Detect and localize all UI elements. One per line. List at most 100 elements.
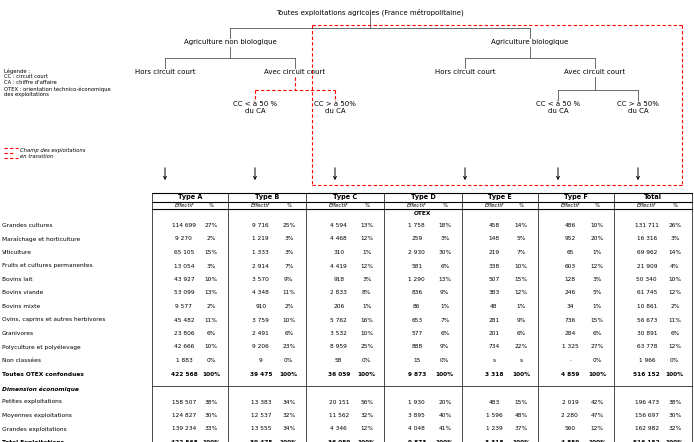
Text: 53 099: 53 099 (174, 290, 194, 296)
Text: 8%: 8% (362, 290, 371, 296)
Text: Effectif: Effectif (561, 203, 579, 208)
Text: 3%: 3% (440, 236, 450, 241)
Text: 7%: 7% (440, 317, 450, 323)
Text: 736: 736 (564, 317, 575, 323)
Text: 25%: 25% (360, 344, 373, 350)
Text: 20%: 20% (438, 400, 452, 404)
Text: 26%: 26% (668, 223, 682, 228)
Text: 12%: 12% (668, 290, 682, 296)
Text: 422 568: 422 568 (171, 371, 197, 377)
Text: 1 290: 1 290 (408, 277, 425, 282)
Text: CC > à 50%
du CA: CC > à 50% du CA (617, 101, 659, 114)
Text: 516 152: 516 152 (634, 440, 660, 442)
Text: 5 762: 5 762 (330, 317, 347, 323)
Text: 1%: 1% (593, 250, 602, 255)
Text: 32%: 32% (668, 427, 682, 431)
Text: 15%: 15% (515, 400, 528, 404)
Text: 1 333: 1 333 (253, 250, 269, 255)
Text: 9 873: 9 873 (407, 440, 426, 442)
Text: 6%: 6% (284, 331, 294, 336)
Text: Toutes OTEX confondues: Toutes OTEX confondues (2, 371, 84, 377)
Text: 9 270: 9 270 (176, 236, 192, 241)
Text: 10%: 10% (668, 277, 682, 282)
Text: Effectif: Effectif (251, 203, 270, 208)
Text: 65 105: 65 105 (174, 250, 194, 255)
Text: CC < à 50 %
du CA: CC < à 50 % du CA (233, 101, 277, 114)
Text: 114 699: 114 699 (172, 223, 196, 228)
Text: %: % (595, 203, 600, 208)
Text: Grandes cultures: Grandes cultures (2, 223, 53, 228)
Text: 12%: 12% (360, 236, 373, 241)
Text: %: % (287, 203, 291, 208)
Text: 201: 201 (489, 331, 500, 336)
Text: 1%: 1% (362, 250, 371, 255)
Text: 100%: 100% (512, 371, 530, 377)
Text: 284: 284 (564, 331, 575, 336)
Text: 10%: 10% (205, 277, 218, 282)
Text: 7%: 7% (516, 250, 526, 255)
Text: %: % (364, 203, 369, 208)
Text: 32%: 32% (360, 413, 373, 418)
Text: 6%: 6% (440, 263, 450, 268)
Text: 13 383: 13 383 (251, 400, 271, 404)
Text: 13%: 13% (205, 290, 218, 296)
Text: 9%: 9% (440, 290, 450, 296)
Text: 38%: 38% (668, 400, 682, 404)
Text: 41%: 41% (439, 427, 451, 431)
Text: 30%: 30% (668, 413, 682, 418)
Text: 100%: 100% (358, 440, 376, 442)
Text: 4 346: 4 346 (330, 427, 347, 431)
Text: 86: 86 (413, 304, 421, 309)
Text: 42%: 42% (591, 400, 604, 404)
Text: 5%: 5% (516, 236, 526, 241)
Text: Ovins, caprins et autres herbivores: Ovins, caprins et autres herbivores (2, 317, 105, 323)
Text: 3 318: 3 318 (484, 371, 503, 377)
Text: 918: 918 (333, 277, 344, 282)
Text: 6%: 6% (516, 331, 526, 336)
Text: 10%: 10% (360, 331, 373, 336)
Text: 100%: 100% (280, 440, 298, 442)
Text: 3%: 3% (284, 236, 294, 241)
Text: 196 473: 196 473 (635, 400, 659, 404)
Text: 3%: 3% (593, 277, 602, 282)
Text: 20%: 20% (591, 236, 604, 241)
Text: 11%: 11% (205, 317, 218, 323)
Text: 58: 58 (335, 358, 343, 363)
Text: 1%: 1% (440, 304, 450, 309)
Text: 32%: 32% (282, 413, 296, 418)
Text: 4%: 4% (670, 263, 679, 268)
Text: 12%: 12% (591, 427, 604, 431)
Text: 15%: 15% (515, 277, 528, 282)
Text: 603: 603 (564, 263, 575, 268)
Text: 12 537: 12 537 (251, 413, 271, 418)
Text: Total Exploitations: Total Exploitations (2, 440, 64, 442)
Text: 1 239: 1 239 (486, 427, 502, 431)
Text: 281: 281 (489, 317, 500, 323)
Text: Agriculture non biologique: Agriculture non biologique (184, 39, 276, 45)
Text: 38%: 38% (205, 400, 218, 404)
Text: Effectif: Effectif (637, 203, 657, 208)
Text: 100%: 100% (589, 371, 607, 377)
Text: 37%: 37% (515, 427, 528, 431)
Text: 100%: 100% (280, 371, 298, 377)
Text: 100%: 100% (666, 440, 684, 442)
Text: 8 959: 8 959 (330, 344, 347, 350)
Text: 34: 34 (566, 304, 574, 309)
Text: Hors circuit court: Hors circuit court (434, 69, 496, 75)
Text: 56 673: 56 673 (636, 317, 657, 323)
Text: 100%: 100% (358, 371, 376, 377)
Text: 48: 48 (490, 304, 498, 309)
Text: 7%: 7% (284, 263, 294, 268)
Text: 65: 65 (566, 250, 574, 255)
Text: 2%: 2% (207, 304, 216, 309)
Text: 10%: 10% (282, 317, 296, 323)
Text: 13%: 13% (360, 223, 373, 228)
Text: 16 316: 16 316 (636, 236, 657, 241)
Text: 10 861: 10 861 (636, 304, 657, 309)
Text: OTEX: OTEX (414, 211, 431, 216)
Text: 27%: 27% (205, 223, 218, 228)
Text: 0%: 0% (670, 358, 679, 363)
Text: 33%: 33% (205, 427, 218, 431)
Text: Effectif: Effectif (484, 203, 503, 208)
Text: Type F: Type F (564, 194, 588, 200)
